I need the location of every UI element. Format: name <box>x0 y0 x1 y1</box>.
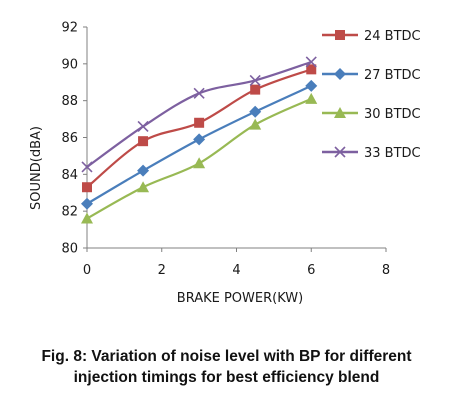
data-point <box>305 56 317 68</box>
series-line <box>86 68 312 189</box>
x-tick-label: 2 <box>158 263 166 278</box>
marker-stroke <box>137 120 149 133</box>
x-axis-label: BRAKE POWER(KW) <box>177 291 303 306</box>
data-point <box>81 197 93 210</box>
line-chart: 80 82 84 86 88 90 92 0 2 4 6 8 SOUND(dBA) BRAKE PO… <box>29 21 421 307</box>
y-axis-label: SOUND(dBA) <box>29 126 44 210</box>
legend-label: 33 BTDC <box>364 146 421 161</box>
caption-line-1: Fig. 8: Variation of noise level with BP… <box>41 348 412 365</box>
data-point <box>138 136 149 147</box>
y-tick-label: 88 <box>61 94 78 109</box>
legend-label: 27 BTDC <box>364 68 421 83</box>
data-point <box>81 161 93 173</box>
legend-marker <box>334 146 346 158</box>
legend-marker <box>334 68 346 80</box>
legend-marker <box>334 107 346 118</box>
legend-item: 33 BTDC <box>322 146 421 161</box>
x-tick-label: 0 <box>83 263 91 278</box>
legend-item: 27 BTDC <box>322 68 421 83</box>
legend-item: 24 BTDC <box>322 29 421 44</box>
y-tick-labels: 80 82 84 86 88 90 92 <box>61 21 87 257</box>
series-27-btdc <box>81 79 318 210</box>
data-point <box>250 84 261 95</box>
data-point <box>249 105 262 118</box>
data-point <box>81 212 93 224</box>
data-point <box>193 157 206 169</box>
data-point <box>193 87 205 99</box>
series-24-btdc <box>82 64 317 193</box>
data-point <box>137 120 149 133</box>
data-point <box>82 182 92 193</box>
legend-item: 30 BTDC <box>322 107 421 122</box>
legend-label: 24 BTDC <box>364 29 421 44</box>
series-group <box>81 56 318 224</box>
series-30-btdc <box>81 92 318 224</box>
marker-stroke <box>193 87 205 99</box>
marker-stroke <box>305 56 317 68</box>
figure-caption: Fig. 8: Variation of noise level with BP… <box>0 346 453 388</box>
data-point <box>193 133 206 146</box>
marker-stroke <box>334 146 346 158</box>
data-point <box>305 92 318 104</box>
legend: 24 BTDC 27 BTDC 30 BTDC 33 BTDC <box>322 29 421 161</box>
data-point <box>194 117 205 128</box>
series-33-btdc <box>81 56 317 173</box>
y-tick-label: 86 <box>61 131 78 146</box>
caption-line-2: injection timings for best efficiency bl… <box>73 369 380 386</box>
y-tick-label: 90 <box>61 57 78 72</box>
y-tick-label: 80 <box>61 242 78 257</box>
x-tick-label: 6 <box>307 263 315 278</box>
x-tick-label: 4 <box>232 263 240 278</box>
marker-stroke <box>249 74 261 86</box>
data-point <box>305 79 318 92</box>
data-point <box>137 164 150 177</box>
data-point <box>137 181 150 193</box>
y-tick-label: 82 <box>61 205 78 220</box>
x-tick-labels: 0 2 4 6 8 <box>83 248 390 278</box>
y-tick-label: 92 <box>61 21 78 36</box>
data-point <box>249 118 262 130</box>
y-tick-label: 84 <box>61 168 78 183</box>
legend-label: 30 BTDC <box>364 107 421 122</box>
marker-stroke <box>81 161 93 173</box>
x-tick-label: 8 <box>382 263 390 278</box>
data-point <box>249 74 261 86</box>
legend-marker <box>335 30 345 40</box>
data-point <box>306 64 317 75</box>
